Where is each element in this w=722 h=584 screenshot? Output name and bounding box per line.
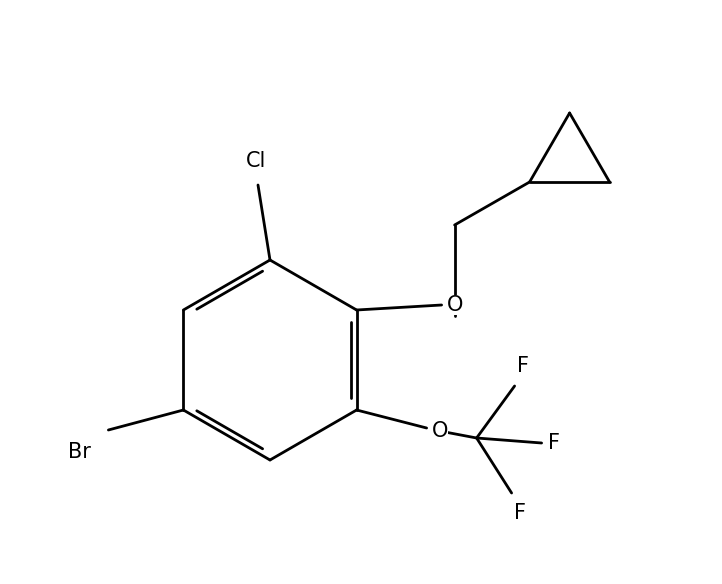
Text: Cl: Cl — [245, 151, 266, 171]
Text: O: O — [432, 421, 448, 441]
Text: F: F — [547, 433, 560, 453]
Text: Br: Br — [68, 442, 90, 462]
Text: F: F — [513, 503, 526, 523]
Text: O: O — [446, 295, 463, 315]
Text: F: F — [517, 356, 529, 376]
